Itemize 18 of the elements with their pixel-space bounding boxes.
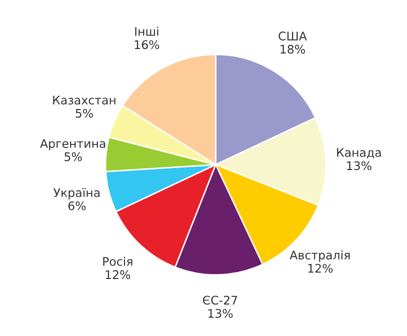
data-label: 12%	[308, 264, 333, 273]
data-label: 18%	[280, 44, 305, 54]
data-label: 16%	[134, 40, 160, 50]
slice-label: ЄС-27	[202, 296, 238, 305]
slice-label: Росія	[103, 256, 132, 266]
data-label: 6%	[68, 201, 86, 210]
data-label: 13%	[208, 308, 233, 318]
slice-label: США	[278, 32, 307, 40]
slice-label: Австралія	[290, 250, 350, 262]
slice-label: Аргентина	[40, 139, 106, 150]
slice-label: Казахстан	[53, 96, 116, 105]
slice-label: Канада	[337, 148, 381, 158]
data-label: 5%	[64, 152, 82, 162]
data-label: 13%	[347, 161, 372, 170]
slice-label: Україна	[54, 188, 100, 200]
data-label: 5%	[76, 108, 93, 118]
slice-label: Інші	[135, 26, 158, 36]
data-label: 12%	[106, 270, 130, 280]
